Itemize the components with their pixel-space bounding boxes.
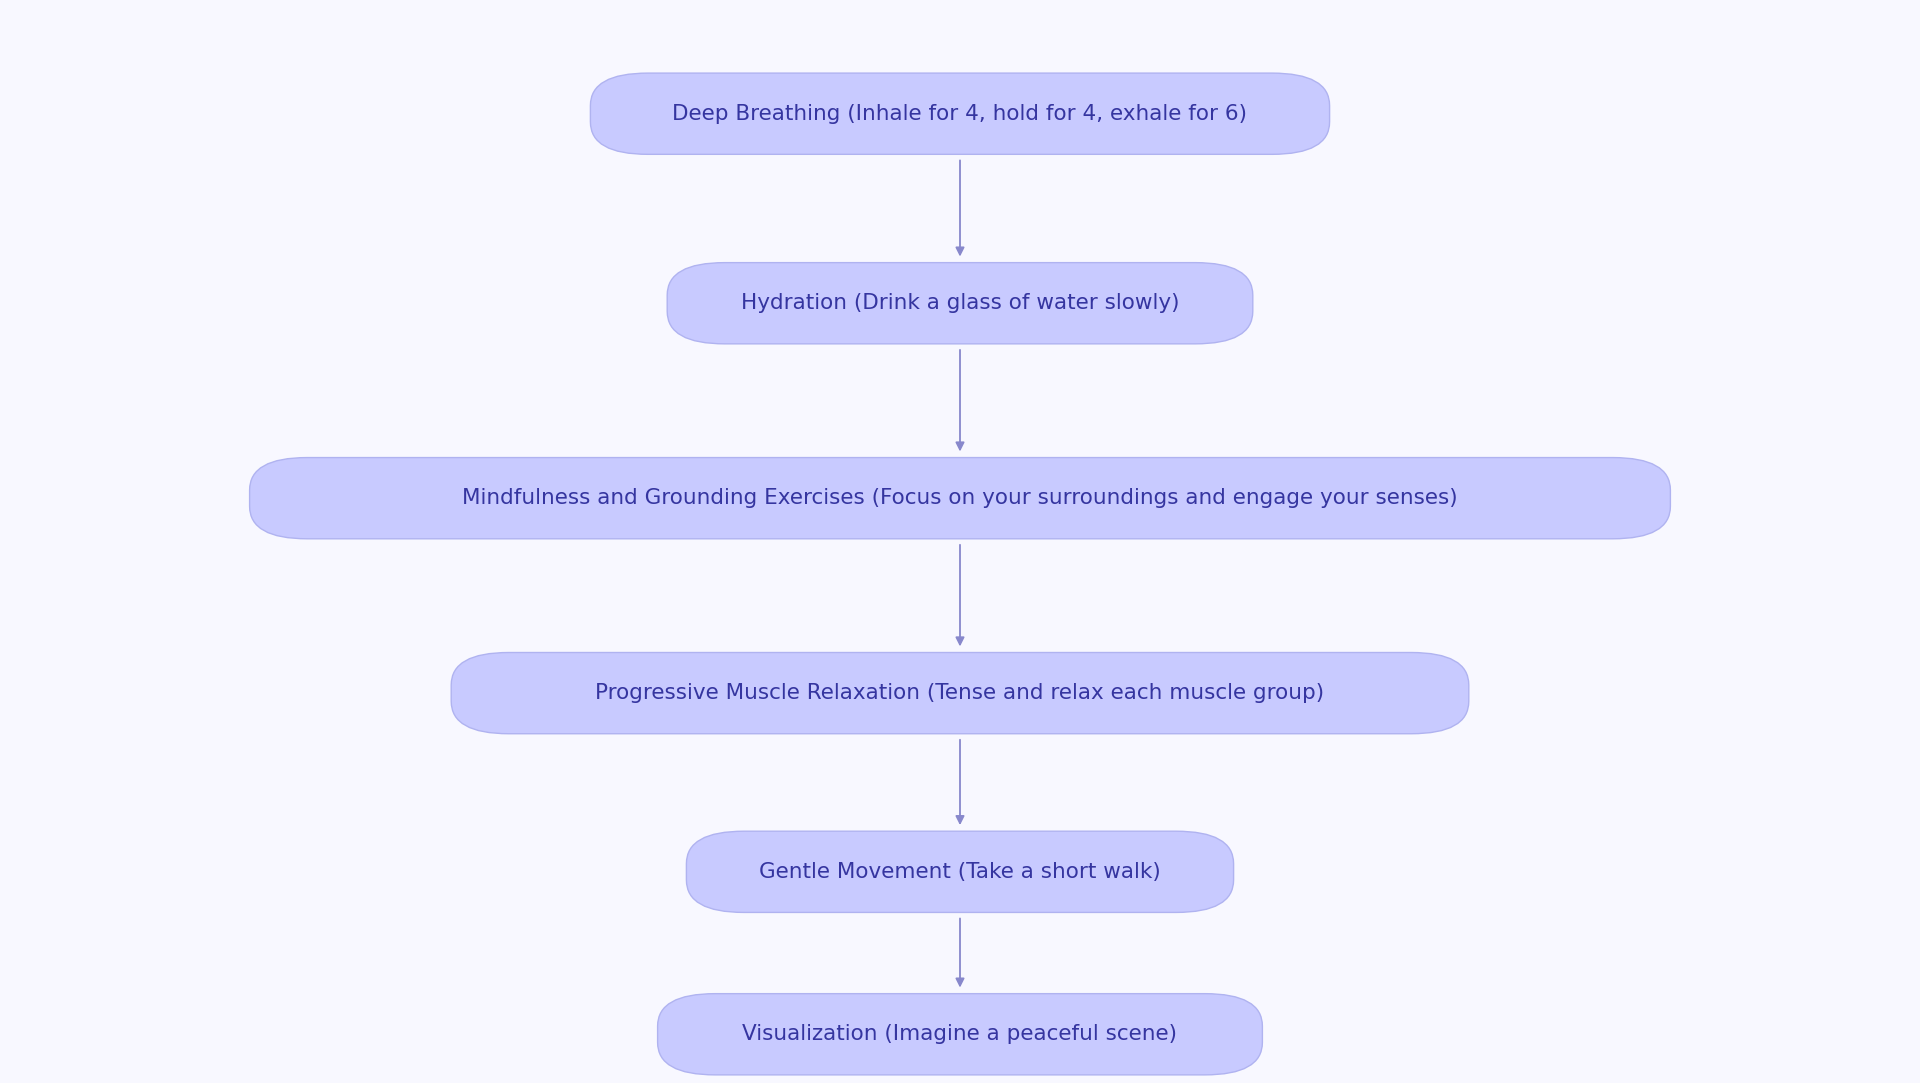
FancyBboxPatch shape (250, 457, 1670, 538)
FancyBboxPatch shape (591, 74, 1329, 155)
Text: Hydration (Drink a glass of water slowly): Hydration (Drink a glass of water slowly… (741, 293, 1179, 313)
FancyBboxPatch shape (668, 263, 1254, 344)
FancyBboxPatch shape (451, 652, 1469, 734)
Text: Mindfulness and Grounding Exercises (Focus on your surroundings and engage your : Mindfulness and Grounding Exercises (Foc… (463, 488, 1457, 508)
Text: Progressive Muscle Relaxation (Tense and relax each muscle group): Progressive Muscle Relaxation (Tense and… (595, 683, 1325, 703)
Text: Gentle Movement (Take a short walk): Gentle Movement (Take a short walk) (758, 862, 1162, 882)
FancyBboxPatch shape (687, 832, 1235, 912)
Text: Deep Breathing (Inhale for 4, hold for 4, exhale for 6): Deep Breathing (Inhale for 4, hold for 4… (672, 104, 1248, 123)
FancyBboxPatch shape (657, 994, 1263, 1074)
Text: Visualization (Imagine a peaceful scene): Visualization (Imagine a peaceful scene) (743, 1025, 1177, 1044)
